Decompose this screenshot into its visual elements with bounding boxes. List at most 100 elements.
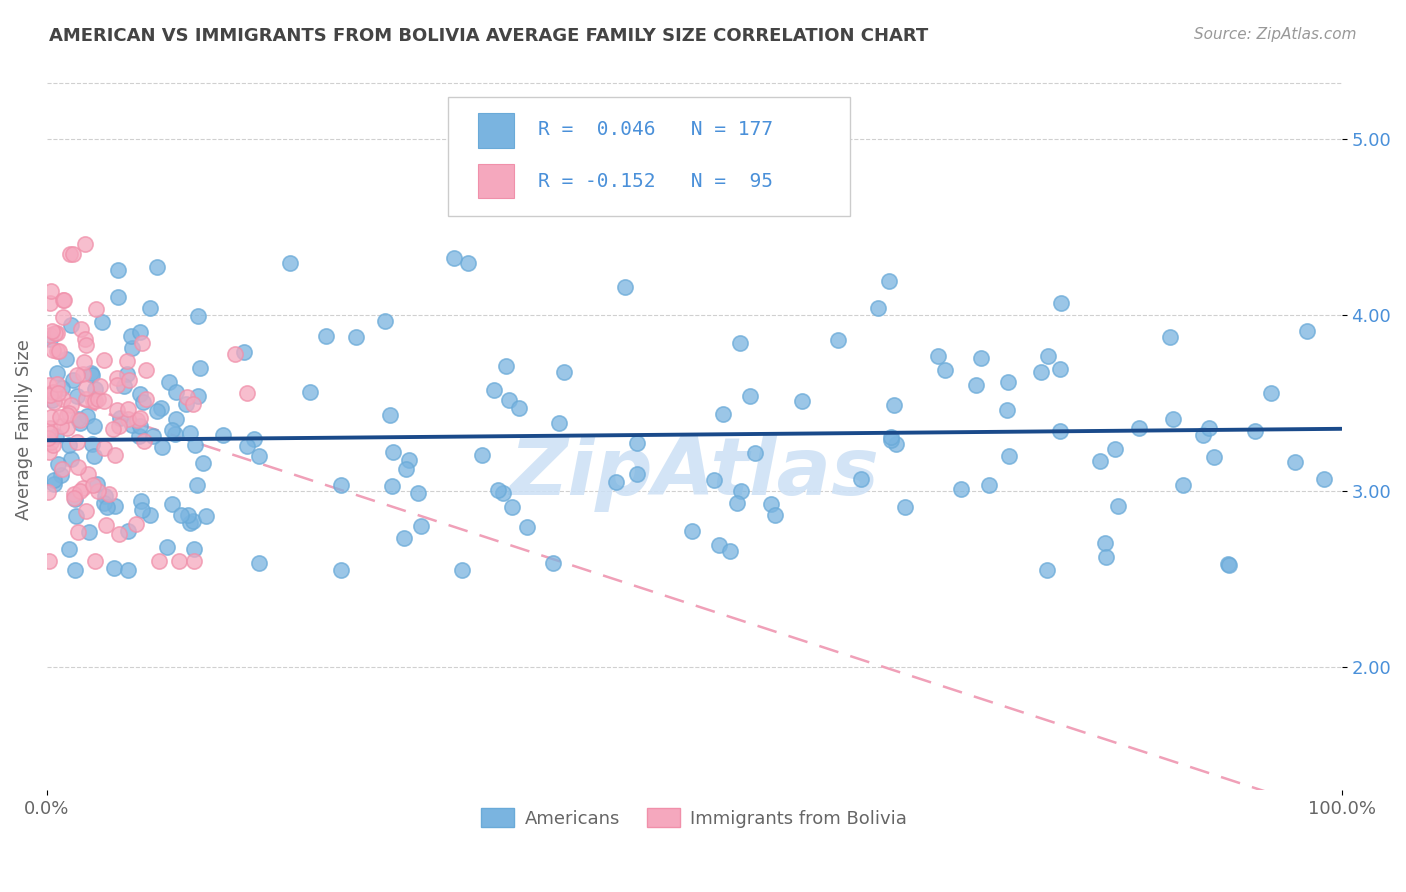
Point xyxy=(37,431,59,445)
Point xyxy=(395,462,418,476)
Point xyxy=(75,381,97,395)
Point xyxy=(96,500,118,514)
Point xyxy=(1313,472,1336,486)
Point xyxy=(77,467,100,481)
Point xyxy=(84,302,107,317)
Point xyxy=(1128,421,1150,435)
Point xyxy=(482,383,505,397)
Point xyxy=(65,491,87,506)
Point xyxy=(884,436,907,450)
Point xyxy=(995,403,1018,417)
Point xyxy=(934,362,956,376)
Point xyxy=(87,483,110,498)
Point xyxy=(70,321,93,335)
Point xyxy=(39,285,62,299)
Point xyxy=(52,310,75,324)
Point xyxy=(191,456,214,470)
Point xyxy=(66,389,89,403)
Point xyxy=(93,353,115,368)
Point xyxy=(48,458,70,472)
Point xyxy=(60,318,83,332)
Point xyxy=(49,467,72,482)
Point xyxy=(541,556,564,570)
Point xyxy=(124,516,146,531)
Point xyxy=(183,554,205,568)
Point xyxy=(763,508,786,523)
Point xyxy=(1191,428,1213,442)
Point xyxy=(1088,454,1111,468)
Point xyxy=(236,439,259,453)
Point xyxy=(75,392,97,406)
Point xyxy=(406,486,429,500)
Point xyxy=(128,429,150,443)
Point xyxy=(39,421,62,435)
Point xyxy=(117,563,139,577)
Point xyxy=(45,326,67,340)
Point xyxy=(60,398,83,412)
Point xyxy=(82,368,104,382)
Point xyxy=(547,416,569,430)
Point xyxy=(129,411,152,425)
Point xyxy=(759,497,782,511)
Point xyxy=(46,366,69,380)
Point xyxy=(41,393,63,408)
Point xyxy=(179,425,201,440)
Point xyxy=(93,496,115,510)
Point xyxy=(131,503,153,517)
Point xyxy=(183,438,205,452)
Point xyxy=(131,335,153,350)
Point xyxy=(60,451,83,466)
Point xyxy=(67,460,90,475)
Point xyxy=(112,379,135,393)
Point xyxy=(65,509,87,524)
Point xyxy=(38,554,60,568)
Point xyxy=(104,499,127,513)
Point xyxy=(330,478,353,492)
Point xyxy=(243,432,266,446)
Point xyxy=(45,377,67,392)
Point xyxy=(1038,350,1060,364)
Point xyxy=(1218,558,1240,572)
Point xyxy=(516,519,538,533)
Point xyxy=(107,290,129,304)
Point xyxy=(63,563,86,577)
Point xyxy=(39,388,62,402)
Legend: Americans, Immigrants from Bolivia: Americans, Immigrants from Bolivia xyxy=(474,801,914,835)
Point xyxy=(121,341,143,355)
Point xyxy=(93,441,115,455)
Point xyxy=(1049,361,1071,376)
Point xyxy=(1029,365,1052,379)
Point xyxy=(118,374,141,388)
Point xyxy=(883,398,905,412)
Point xyxy=(738,389,761,403)
Point xyxy=(508,401,530,415)
Point xyxy=(711,407,734,421)
Point xyxy=(117,524,139,538)
Point xyxy=(879,430,901,444)
Point xyxy=(471,448,494,462)
Point xyxy=(188,360,211,375)
Point xyxy=(160,423,183,437)
Point xyxy=(72,367,94,381)
Point xyxy=(66,524,89,539)
Point xyxy=(51,293,73,308)
Point xyxy=(247,556,270,570)
Point xyxy=(94,489,117,503)
Point xyxy=(879,274,901,288)
Text: ZipAtlas: ZipAtlas xyxy=(509,434,879,511)
Point xyxy=(1049,424,1071,438)
Point xyxy=(486,483,509,497)
Point xyxy=(62,487,84,501)
Point xyxy=(104,448,127,462)
Point xyxy=(37,485,59,500)
Point xyxy=(451,563,474,577)
Text: Source: ZipAtlas.com: Source: ZipAtlas.com xyxy=(1194,27,1357,42)
Point xyxy=(142,429,165,443)
Point xyxy=(443,252,465,266)
Point xyxy=(39,410,62,425)
Point xyxy=(38,445,60,459)
Point xyxy=(38,295,60,310)
Point xyxy=(135,363,157,377)
Point xyxy=(1036,563,1059,577)
FancyBboxPatch shape xyxy=(478,164,515,198)
